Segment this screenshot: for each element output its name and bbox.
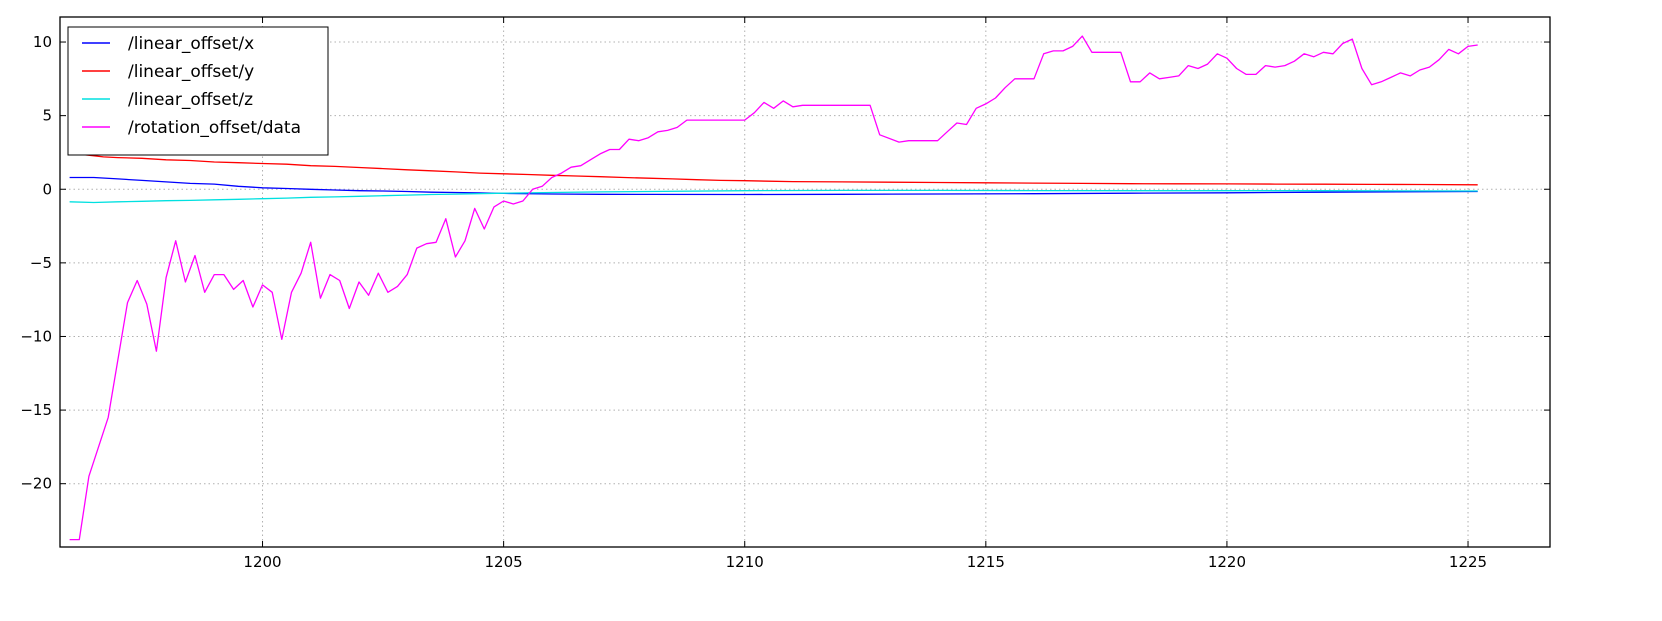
x-tick-label: 1220 bbox=[1208, 553, 1246, 571]
axis-ticks: 1200 1205 1210 1215 1220 1225 10 5 0 −5 −10 −15 −20 bbox=[20, 17, 1550, 571]
y-tick-label: −5 bbox=[30, 254, 52, 272]
y-tick-label: 10 bbox=[33, 33, 52, 51]
series-lines bbox=[69, 35, 1478, 541]
legend-box bbox=[67, 26, 329, 156]
series-line bbox=[69, 189, 1478, 204]
legend-label: /linear_offset/z bbox=[128, 90, 253, 110]
x-tick-label: 1225 bbox=[1449, 553, 1487, 571]
x-tick-label: 1200 bbox=[243, 553, 281, 571]
y-tick-label: −15 bbox=[20, 401, 52, 419]
plot-frame bbox=[59, 16, 1551, 548]
legend-label: /rotation_offset/data bbox=[128, 118, 301, 138]
x-tick-label: 1215 bbox=[967, 553, 1005, 571]
y-tick-label: 0 bbox=[42, 180, 52, 198]
series-line bbox=[69, 35, 1478, 541]
series-line bbox=[69, 176, 1478, 196]
x-tick-label: 1205 bbox=[485, 553, 523, 571]
legend-label: /linear_offset/x bbox=[128, 34, 254, 54]
legend: /linear_offset/x/linear_offset/y/linear_… bbox=[67, 26, 329, 156]
series-line bbox=[69, 154, 1478, 186]
y-tick-label: 5 bbox=[42, 107, 52, 125]
legend-label: /linear_offset/y bbox=[128, 62, 254, 82]
y-tick-label: −10 bbox=[20, 327, 52, 345]
x-tick-label: 1210 bbox=[726, 553, 764, 571]
y-tick-label: −20 bbox=[20, 475, 52, 493]
